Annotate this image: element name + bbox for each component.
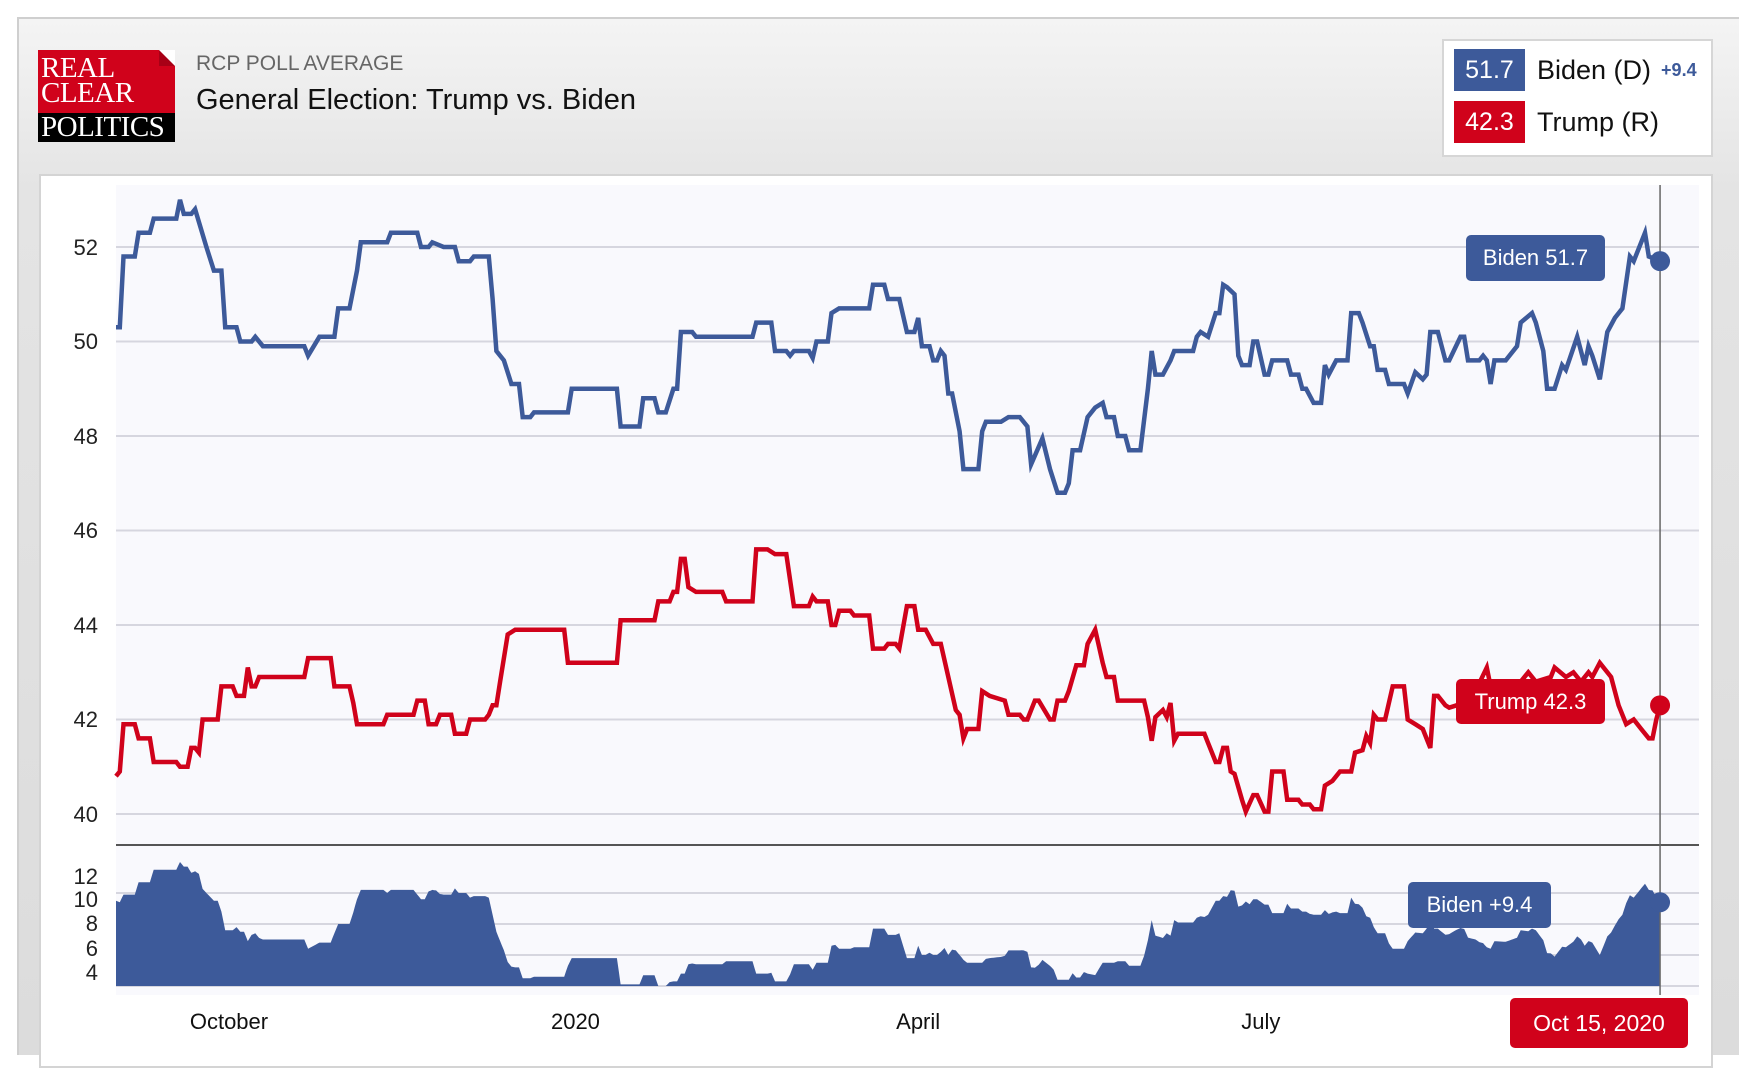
legend-item-trump: 42.3 Trump (R) (1454, 101, 1659, 143)
page-title: General Election: Trump vs. Biden (196, 84, 637, 116)
legend-biden-spread: +9.4 (1661, 59, 1697, 80)
logo-word-clear: CLEAR (41, 77, 134, 109)
x-axis-labels: October 2020 April July (190, 1009, 1281, 1034)
logo-word-politics: POLITICS (41, 111, 165, 142)
y-tick-44: 44 (74, 613, 98, 638)
header-kicker: RCP POLL AVERAGE (196, 52, 404, 75)
spread-tick-12: 12 (74, 864, 98, 889)
y-tick-42: 42 (74, 707, 98, 732)
biden-cursor-point (1650, 251, 1671, 272)
trump-cursor-point (1650, 695, 1671, 716)
x-tick-april: April (896, 1009, 940, 1034)
y-tick-52: 52 (74, 235, 98, 260)
y-tick-40: 40 (74, 802, 98, 827)
logo-fold (159, 50, 175, 66)
x-tick-october: October (190, 1009, 268, 1034)
y-axis-labels: 40 42 44 46 48 50 52 (74, 235, 98, 827)
cursor-date-label: Oct 15, 2020 (1510, 998, 1688, 1048)
legend-trump-value: 42.3 (1454, 101, 1525, 143)
legend-trump-name: Trump (R) (1537, 106, 1659, 137)
trump-cursor-label: Trump 42.3 (1456, 679, 1605, 724)
spread-y-axis-labels: 12 10 8 6 4 (74, 864, 98, 985)
spread-area (116, 862, 1661, 986)
x-tick-july: July (1241, 1009, 1280, 1034)
y-tick-46: 46 (74, 518, 98, 543)
legend-item-biden: 51.7 Biden (D) +9.4 (1454, 49, 1697, 91)
spread-cursor-point (1650, 892, 1671, 913)
legend-biden-value: 51.7 (1454, 49, 1525, 91)
plot-background (116, 185, 1699, 995)
legend: 51.7 Biden (D) +9.4 42.3 Trump (R) (1442, 39, 1713, 157)
logo-band (38, 113, 175, 142)
y-tick-48: 48 (74, 424, 98, 449)
biden-line (116, 199, 1661, 495)
spread-tick-6: 6 (86, 936, 98, 961)
x-tick-2020: 2020 (551, 1009, 600, 1034)
y-tick-50: 50 (74, 329, 98, 354)
spread-tick-4: 4 (86, 960, 98, 985)
legend-biden-name: Biden (D) (1537, 54, 1652, 85)
trump-line (114, 547, 1663, 818)
spread-cursor-label: Biden +9.4 (1408, 882, 1551, 928)
rcp-logo[interactable]: REAL CLEAR POLITICS (38, 50, 175, 142)
spread-tick-8: 8 (86, 911, 98, 936)
spread-tick-10: 10 (74, 887, 98, 912)
logo-word-real: REAL (41, 52, 115, 84)
biden-cursor-label: Biden 51.7 (1466, 235, 1605, 281)
